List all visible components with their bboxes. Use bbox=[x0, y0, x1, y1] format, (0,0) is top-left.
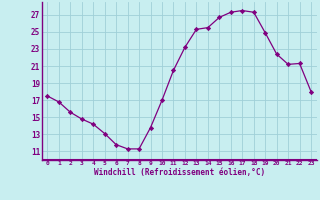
X-axis label: Windchill (Refroidissement éolien,°C): Windchill (Refroidissement éolien,°C) bbox=[94, 168, 265, 177]
